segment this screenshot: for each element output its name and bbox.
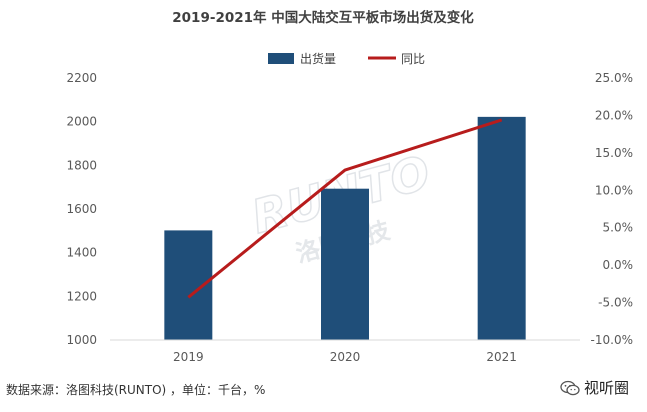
right-tick-label: 20.0% <box>595 108 633 122</box>
left-tick-label: 1600 <box>66 202 97 216</box>
legend: 出货量 同比 <box>268 51 425 66</box>
right-tick-label: 10.0% <box>595 183 633 197</box>
left-tick-label: 2200 <box>66 71 97 85</box>
left-axis: 1000 1200 1400 1600 1800 2000 2200 <box>66 71 97 347</box>
right-tick-label: 15.0% <box>595 146 633 160</box>
legend-bar-label: 出货量 <box>300 51 336 66</box>
x-tick-label: 2021 <box>486 350 517 364</box>
left-tick-label: 1000 <box>66 333 97 347</box>
bar-2020 <box>321 188 369 340</box>
yoy-line <box>187 118 503 299</box>
left-tick-label: 1200 <box>66 289 97 303</box>
right-tick-label: 5.0% <box>603 221 634 235</box>
left-tick-label: 1400 <box>66 246 97 260</box>
right-tick-label: 25.0% <box>595 71 633 85</box>
legend-line-label: 同比 <box>401 52 425 66</box>
right-axis: -10.0% -5.0% 0.0% 5.0% 10.0% 15.0% 20.0% 25.0% <box>591 71 633 347</box>
x-labels: 2019 2020 2021 <box>173 350 517 364</box>
wechat-icon <box>560 380 580 395</box>
chart-title: 2019-2021年 中国大陆交互平板市场出货及变化 <box>172 9 474 26</box>
right-tick-label: -5.0% <box>598 296 633 310</box>
left-tick-label: 2000 <box>66 115 97 129</box>
brand: 视听圈 <box>560 377 629 398</box>
bar-2021 <box>477 116 526 340</box>
source-note: 数据来源：洛图科技(RUNTO) ，单位：千台，% <box>6 383 266 397</box>
brand-name: 视听圈 <box>584 379 630 397</box>
legend-bar-swatch <box>268 53 294 64</box>
x-tick-label: 2019 <box>173 350 204 364</box>
left-tick-label: 1800 <box>66 158 97 172</box>
right-tick-label: -10.0% <box>591 333 633 347</box>
x-tick-label: 2020 <box>330 350 361 364</box>
right-tick-label: 0.0% <box>603 258 634 272</box>
line-series <box>187 118 503 299</box>
bars <box>164 116 526 340</box>
